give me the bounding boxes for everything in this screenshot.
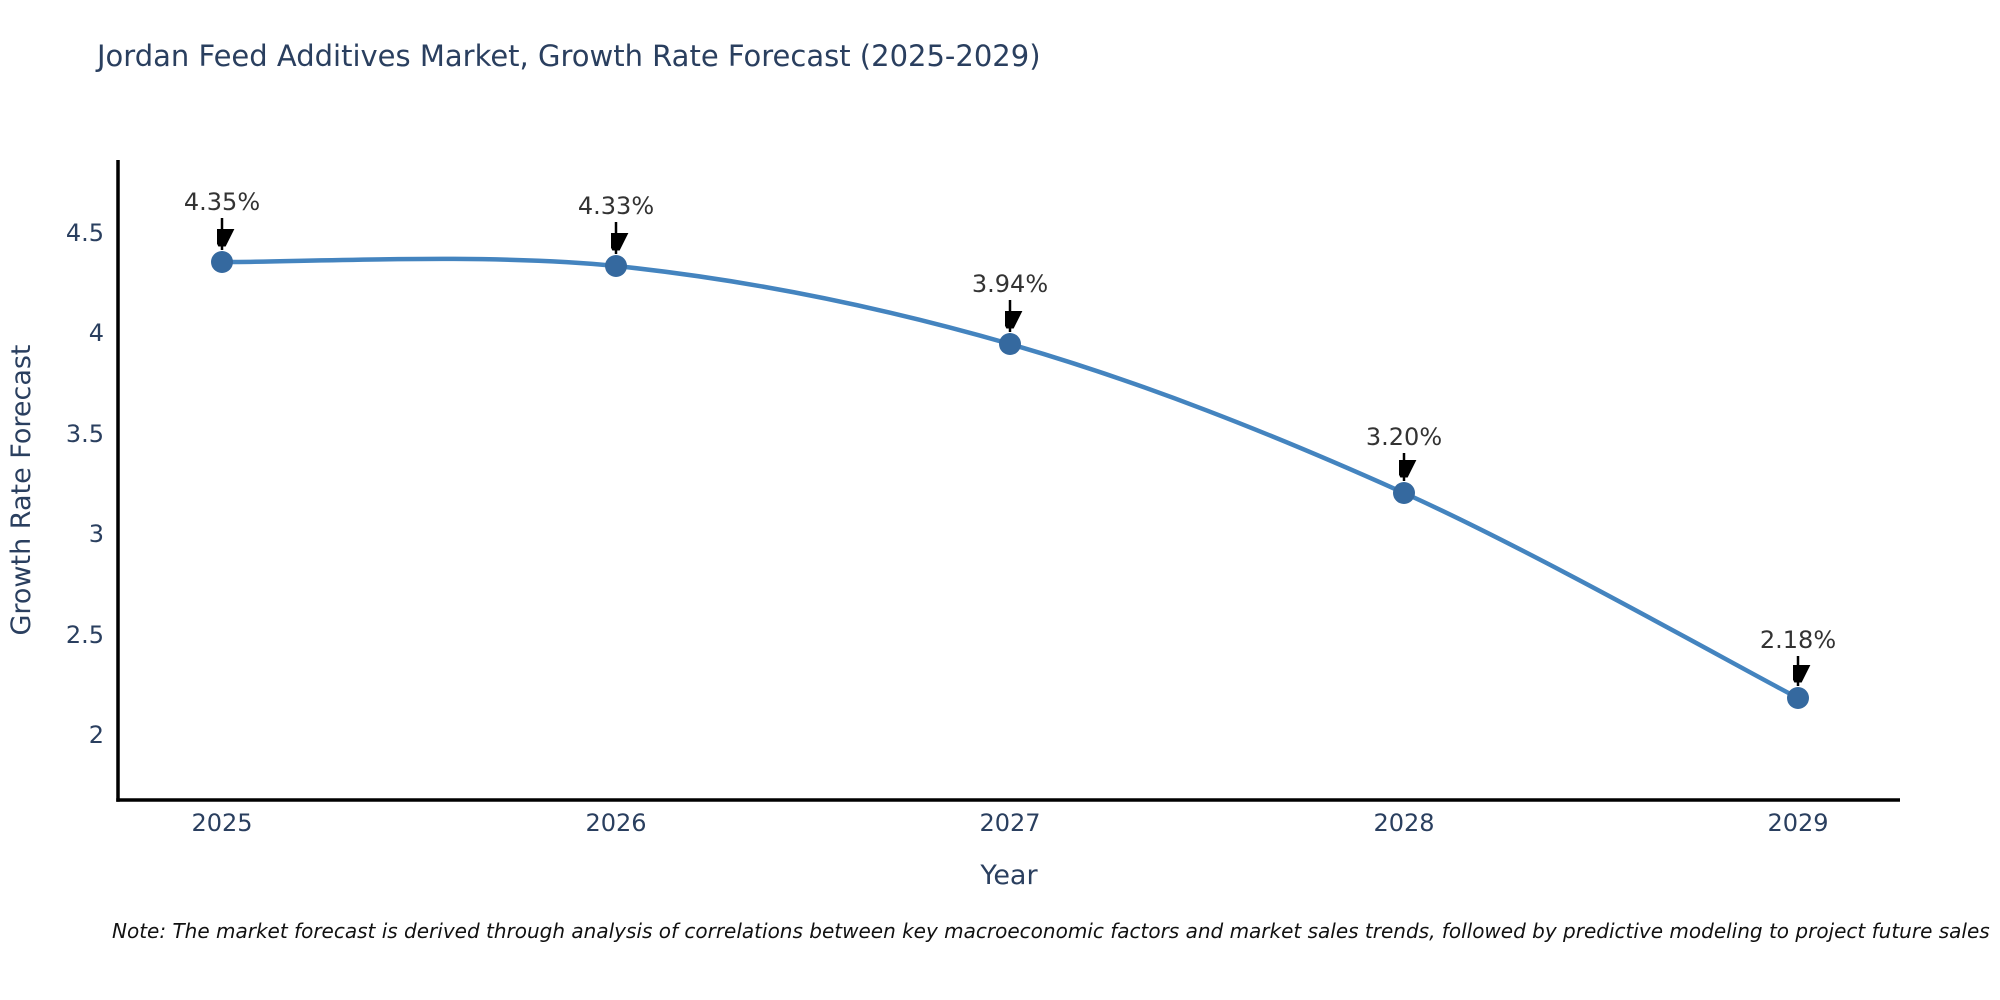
data-point-markers bbox=[211, 251, 1809, 709]
y-axis-ticks: 4.5 4 3.5 3 2.5 2 bbox=[66, 219, 104, 749]
y-tick-label: 4.5 bbox=[66, 219, 104, 247]
y-axis-title: Growth Rate Forecast bbox=[6, 344, 37, 635]
annotation-label-2029: 2.18% bbox=[1760, 626, 1836, 654]
data-point-marker-2029 bbox=[1787, 687, 1809, 709]
data-point-marker-2027 bbox=[999, 333, 1021, 355]
x-tick-label: 2026 bbox=[585, 809, 646, 837]
x-axis-title: Year bbox=[979, 860, 1038, 891]
annotation-label-2027: 3.94% bbox=[972, 270, 1048, 298]
footnote: Note: The market forecast is derived thr… bbox=[112, 919, 1990, 943]
data-point-marker-2028 bbox=[1393, 482, 1415, 504]
annotation-labels: 4.35% 4.33% 3.94% 3.20% 2.18% bbox=[184, 188, 1836, 654]
data-point-marker-2025 bbox=[211, 251, 233, 273]
x-tick-label: 2028 bbox=[1373, 809, 1434, 837]
y-tick-label: 3.5 bbox=[66, 420, 104, 448]
annotation-label-2026: 4.33% bbox=[578, 192, 654, 220]
data-point-marker-2026 bbox=[605, 255, 627, 277]
annotation-arrows bbox=[222, 218, 1798, 686]
y-tick-label: 4 bbox=[89, 319, 104, 347]
annotation-label-2025: 4.35% bbox=[184, 188, 260, 216]
y-tick-label: 2 bbox=[89, 721, 104, 749]
y-tick-label: 3 bbox=[89, 520, 104, 548]
x-tick-label: 2025 bbox=[191, 809, 252, 837]
x-tick-label: 2027 bbox=[979, 809, 1040, 837]
x-axis-ticks: 2025 2026 2027 2028 2029 bbox=[191, 809, 1828, 837]
y-tick-label: 2.5 bbox=[66, 621, 104, 649]
chart-title: Jordan Feed Additives Market, Growth Rat… bbox=[95, 39, 1041, 73]
annotation-label-2028: 3.20% bbox=[1366, 423, 1442, 451]
x-tick-label: 2029 bbox=[1767, 809, 1828, 837]
